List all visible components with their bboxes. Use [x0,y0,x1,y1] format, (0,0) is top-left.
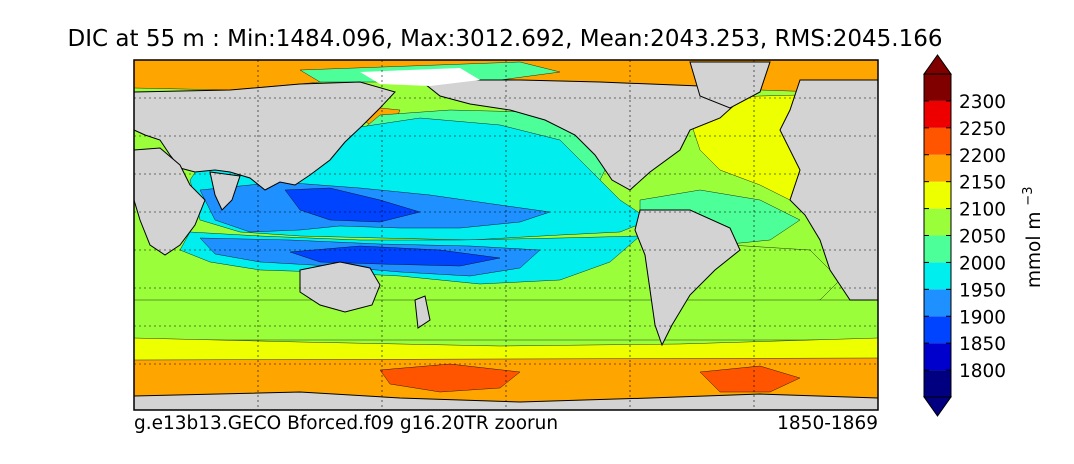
colorbar-swatch [924,154,951,182]
colorbar-swatch [924,127,951,155]
map-grid [134,60,878,410]
colorbar-swatch [924,370,951,397]
colorbar-swatch [924,235,951,263]
map-panel [133,59,879,411]
land-new-zealand [414,295,431,329]
colorbar-swatch [924,316,951,344]
case-label: g.e13b13.GECO Bforced.f09 g16.20TR zooru… [134,413,559,434]
colorbar-tick-label: 1800 [959,361,1006,382]
colorbar-swatch [924,343,951,371]
colorbar: 1800 1850 1900 1950 2000 2050 2100 2150 2200 2250… [923,54,1045,417]
land-south-america [634,209,741,347]
colorbar-tick-label: 2100 [959,200,1006,221]
chart-title: DIC at 55 m : Min:1484.096, Max:3012.692… [67,26,943,52]
map-frame [133,59,879,411]
colorbar-tick-label: 2300 [959,92,1006,113]
land-africa [133,147,206,256]
land-north-america [418,79,741,191]
land-greenland [689,61,771,109]
colorbar-swatch [924,74,951,101]
colorbar-tick-label: 2000 [959,253,1006,274]
units-text: mmol m [1024,206,1045,288]
south-pacific-dark-blue [289,245,501,267]
land [133,61,879,411]
colorbar-units-label: mmol m −3 [1021,187,1045,288]
colorbar-tick-label: 2200 [959,146,1006,167]
colorbar-swatch [924,181,951,209]
colorbar-tick-label: 2150 [959,173,1006,194]
colorbar-arrow-min [923,396,952,417]
antarctic-red-patch-2 [699,365,801,393]
colorbar-swatch [924,100,951,128]
colorbar-swatch [924,262,951,290]
colorbar-tick-label: 2050 [959,227,1006,248]
colorbar-swatch [924,208,951,236]
units-exponent: −3 [1021,187,1036,206]
colorbar-tick-label: 1950 [959,280,1006,301]
colorbar-tick-label: 2250 [959,119,1006,140]
period-label: 1850-1869 [777,413,878,434]
colorbar-arrow-max [923,54,952,75]
warm-pool-dark-blue [284,187,421,223]
land-australia [299,261,381,313]
land-arctic-white [360,68,480,86]
colorbar-tick-label: 1850 [959,334,1006,355]
land-india [209,171,241,211]
colorbar-swatch [924,289,951,317]
colorbar-tick-label: 1900 [959,307,1006,328]
